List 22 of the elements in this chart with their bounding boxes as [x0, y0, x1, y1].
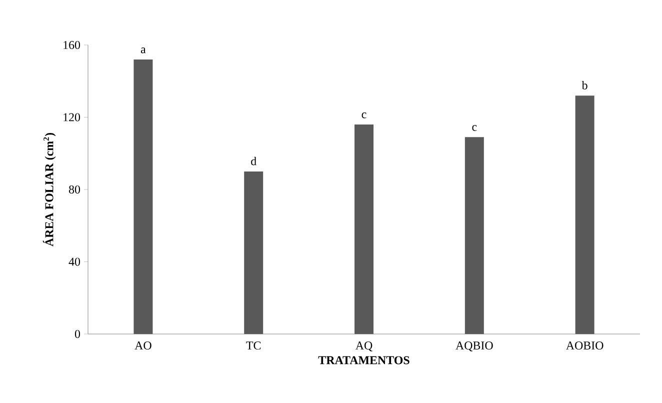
y-axis-title: ÁREA FOLIAR (cm$^{2}$)	[42, 133, 56, 246]
annotation: c	[362, 112, 366, 118]
bar	[134, 59, 153, 334]
bar	[575, 96, 594, 334]
y-tick-label: 0	[74, 330, 80, 338]
x-axis-title: TRATAMENTOS	[318, 356, 410, 364]
annotation: a	[140, 48, 146, 54]
x-tick-label: AQ	[355, 342, 372, 352]
x-tick-label: TC	[246, 342, 261, 350]
x-tick-label: AOBIO	[566, 342, 604, 350]
y-tick-label: 120	[64, 113, 80, 122]
annotation: d	[251, 156, 256, 166]
y-tick-label: 40	[68, 258, 80, 266]
annotation: c	[472, 125, 477, 131]
bar	[244, 171, 264, 334]
bar	[464, 137, 484, 334]
x-tick-label: AQBIO	[456, 342, 493, 352]
x-tick-label: AO	[134, 342, 152, 350]
bar	[354, 124, 374, 334]
annotation: b	[582, 80, 588, 90]
y-tick-label: 160	[64, 40, 80, 50]
y-tick-label: 80	[68, 185, 80, 194]
